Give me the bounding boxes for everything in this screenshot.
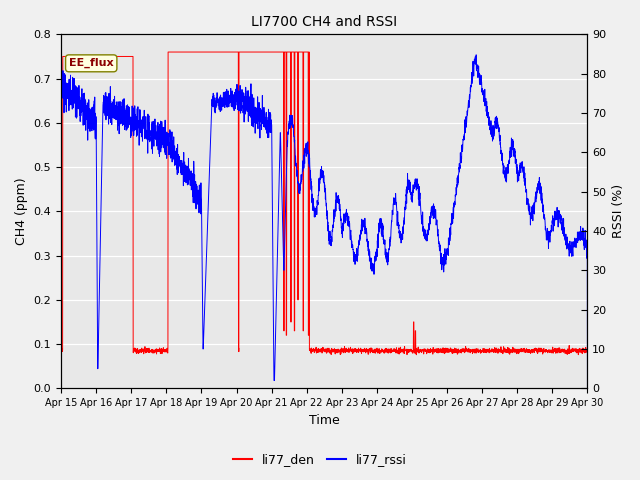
li77_den <box>573 347 581 353</box>
li77_rssi <box>148 132 156 138</box>
li77_den <box>517 346 525 352</box>
Title: LI7700 CH4 and RSSI: LI7700 CH4 and RSSI <box>251 15 397 29</box>
Y-axis label: RSSI (%): RSSI (%) <box>612 184 625 239</box>
li77_den <box>57 347 65 353</box>
li77_rssi <box>573 240 581 246</box>
Text: EE_flux: EE_flux <box>69 58 113 69</box>
li77_rssi <box>584 385 591 391</box>
Y-axis label: CH4 (ppm): CH4 (ppm) <box>15 178 28 245</box>
li77_den <box>584 348 591 354</box>
li77_den <box>282 49 290 55</box>
li77_rssi <box>117 110 125 116</box>
li77_den <box>117 54 125 60</box>
li77_rssi <box>282 199 289 205</box>
li77_den <box>259 49 267 55</box>
li77_den <box>148 350 156 356</box>
li77_rssi <box>57 97 65 103</box>
li77_den <box>164 49 172 55</box>
li77_rssi <box>516 166 524 172</box>
li77_rssi <box>472 52 480 58</box>
Line: li77_rssi: li77_rssi <box>61 55 588 388</box>
Legend: li77_den, li77_rssi: li77_den, li77_rssi <box>228 448 412 471</box>
li77_den <box>412 352 420 358</box>
Line: li77_den: li77_den <box>61 52 588 355</box>
li77_rssi <box>259 121 267 127</box>
X-axis label: Time: Time <box>309 414 340 427</box>
